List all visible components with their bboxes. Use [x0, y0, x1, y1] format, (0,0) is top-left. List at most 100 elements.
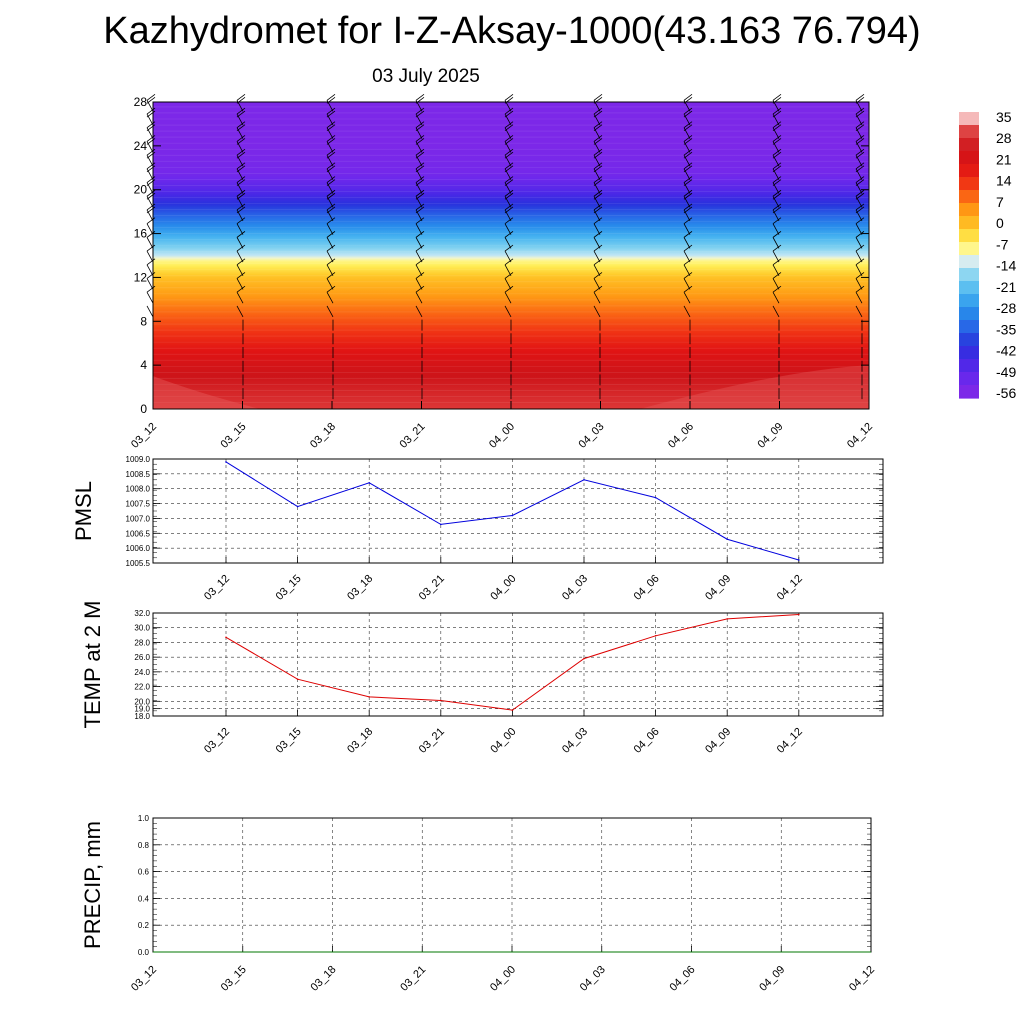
surface-warm-right	[640, 365, 869, 409]
wind-barb-flag	[772, 189, 782, 197]
wind-barb-flag	[236, 110, 246, 118]
wind-barb-flag	[683, 93, 693, 101]
wind-barb	[683, 292, 691, 304]
wind-barb	[593, 237, 601, 249]
wind-barb-flag	[146, 96, 156, 104]
wind-barb-flag	[236, 244, 246, 252]
temp2m-data-point	[225, 636, 227, 639]
wind-barb-flag	[415, 206, 425, 214]
wind-barb-flag	[683, 217, 693, 224]
colorbar-label: 35	[996, 109, 1012, 125]
wind-barb	[146, 278, 154, 290]
wind-barb-flag	[326, 138, 336, 145]
wind-barb-flag	[504, 151, 514, 159]
wind-barb-flag	[855, 272, 865, 279]
y-tick-label: 32.0	[134, 609, 150, 618]
wind-barb	[236, 305, 244, 318]
wind-barb-flag	[146, 217, 156, 224]
x-tick-label: 03_21	[417, 726, 447, 756]
wind-barb-flag	[855, 189, 865, 197]
colorbar-label: -42	[996, 343, 1016, 359]
x-tick-label: 03_12	[202, 573, 232, 603]
wind-barb-flag	[683, 107, 693, 115]
wind-barb-flag	[326, 110, 336, 118]
y-tick-label: 0.4	[138, 894, 150, 903]
wind-barb-flag	[326, 176, 336, 183]
pmsl-data-point	[440, 523, 442, 526]
wind-barb-flag	[504, 165, 514, 173]
y-tick-label: 1008.5	[126, 470, 151, 479]
wind-barb-flag	[772, 138, 782, 145]
wind-barb-flag	[683, 272, 693, 279]
wind-barb-flag	[772, 206, 782, 214]
wind-barb-flag	[326, 165, 336, 173]
wind-barb-flag	[855, 203, 865, 211]
wind-barb-flag	[593, 110, 603, 118]
y-tick-label: 1008.0	[126, 485, 151, 494]
colorbar-label: -7	[996, 236, 1009, 252]
colorbar-label: 28	[996, 130, 1012, 146]
y-tick-label: 0.2	[138, 921, 150, 930]
wind-barb-flag	[415, 121, 425, 129]
wind-barb	[236, 237, 244, 249]
wind-barb	[772, 305, 780, 318]
wind-barb-flag	[855, 165, 865, 173]
wind-barb-flag	[415, 231, 425, 238]
x-tick-label: 03_21	[398, 964, 428, 994]
wind-barb-flag	[236, 148, 246, 156]
wind-barb-flag	[504, 192, 514, 200]
x-tick-label: 03_15	[274, 573, 304, 603]
wind-barb-flag	[415, 124, 425, 132]
wind-barb-flag	[146, 138, 156, 145]
pmsl-ylabel: PMSL	[71, 481, 96, 541]
wind-barb	[146, 292, 154, 304]
colorbar-segment	[959, 307, 979, 321]
wind-barb-flag	[504, 176, 514, 183]
wind-barb	[146, 182, 154, 194]
wind-barb-flag	[236, 285, 246, 293]
wind-barb	[236, 250, 244, 263]
wind-barb-flag	[593, 151, 603, 159]
wind-barb-flag	[772, 148, 782, 156]
wind-barb-flag	[415, 285, 425, 293]
wind-barb	[415, 223, 423, 235]
wind-barb	[855, 292, 863, 304]
wind-barb	[683, 237, 691, 249]
x-tick-label: 04_00	[488, 726, 518, 756]
y-tick-label: 0	[140, 402, 147, 416]
wind-barb-flag	[236, 189, 246, 197]
x-tick-label: 03_18	[345, 573, 375, 603]
wind-barb-flag	[326, 162, 336, 170]
wind-barb-flag	[504, 272, 514, 279]
page-subtitle: 03 July 2025	[372, 66, 480, 87]
x-tick-label: 04_06	[666, 421, 696, 451]
wind-barb-flag	[504, 206, 514, 214]
wind-barb-flag	[146, 203, 156, 211]
wind-barb-flag	[855, 285, 865, 293]
wind-barb-flag	[326, 217, 336, 224]
colorbar-label: 0	[996, 215, 1004, 231]
wind-barb	[772, 250, 780, 263]
pmsl-data-point	[583, 479, 585, 481]
wind-barb	[593, 264, 601, 276]
x-tick-label: 03_21	[398, 421, 428, 451]
wind-barb-flag	[415, 272, 425, 279]
y-tick-label: 24	[134, 139, 148, 153]
wind-barb-flag	[146, 244, 156, 252]
wind-barb-flag	[683, 285, 693, 293]
x-tick-label: 03_15	[219, 421, 249, 451]
wind-barb-flag	[236, 179, 246, 186]
wind-barb	[326, 292, 334, 304]
x-tick-label: 04_06	[668, 964, 698, 994]
wind-barb	[772, 278, 780, 290]
temp2m-data-point	[440, 699, 442, 702]
y-tick-label: 0.0	[138, 948, 150, 957]
wind-barb-flag	[593, 138, 603, 145]
wind-barb-flag	[504, 179, 514, 186]
wind-barb	[855, 278, 863, 290]
x-tick-label: 04_06	[632, 573, 662, 603]
wind-barb-flag	[146, 176, 156, 183]
wind-barb	[415, 305, 423, 318]
wind-barb-flag	[855, 148, 865, 156]
wind-barb	[415, 250, 423, 263]
